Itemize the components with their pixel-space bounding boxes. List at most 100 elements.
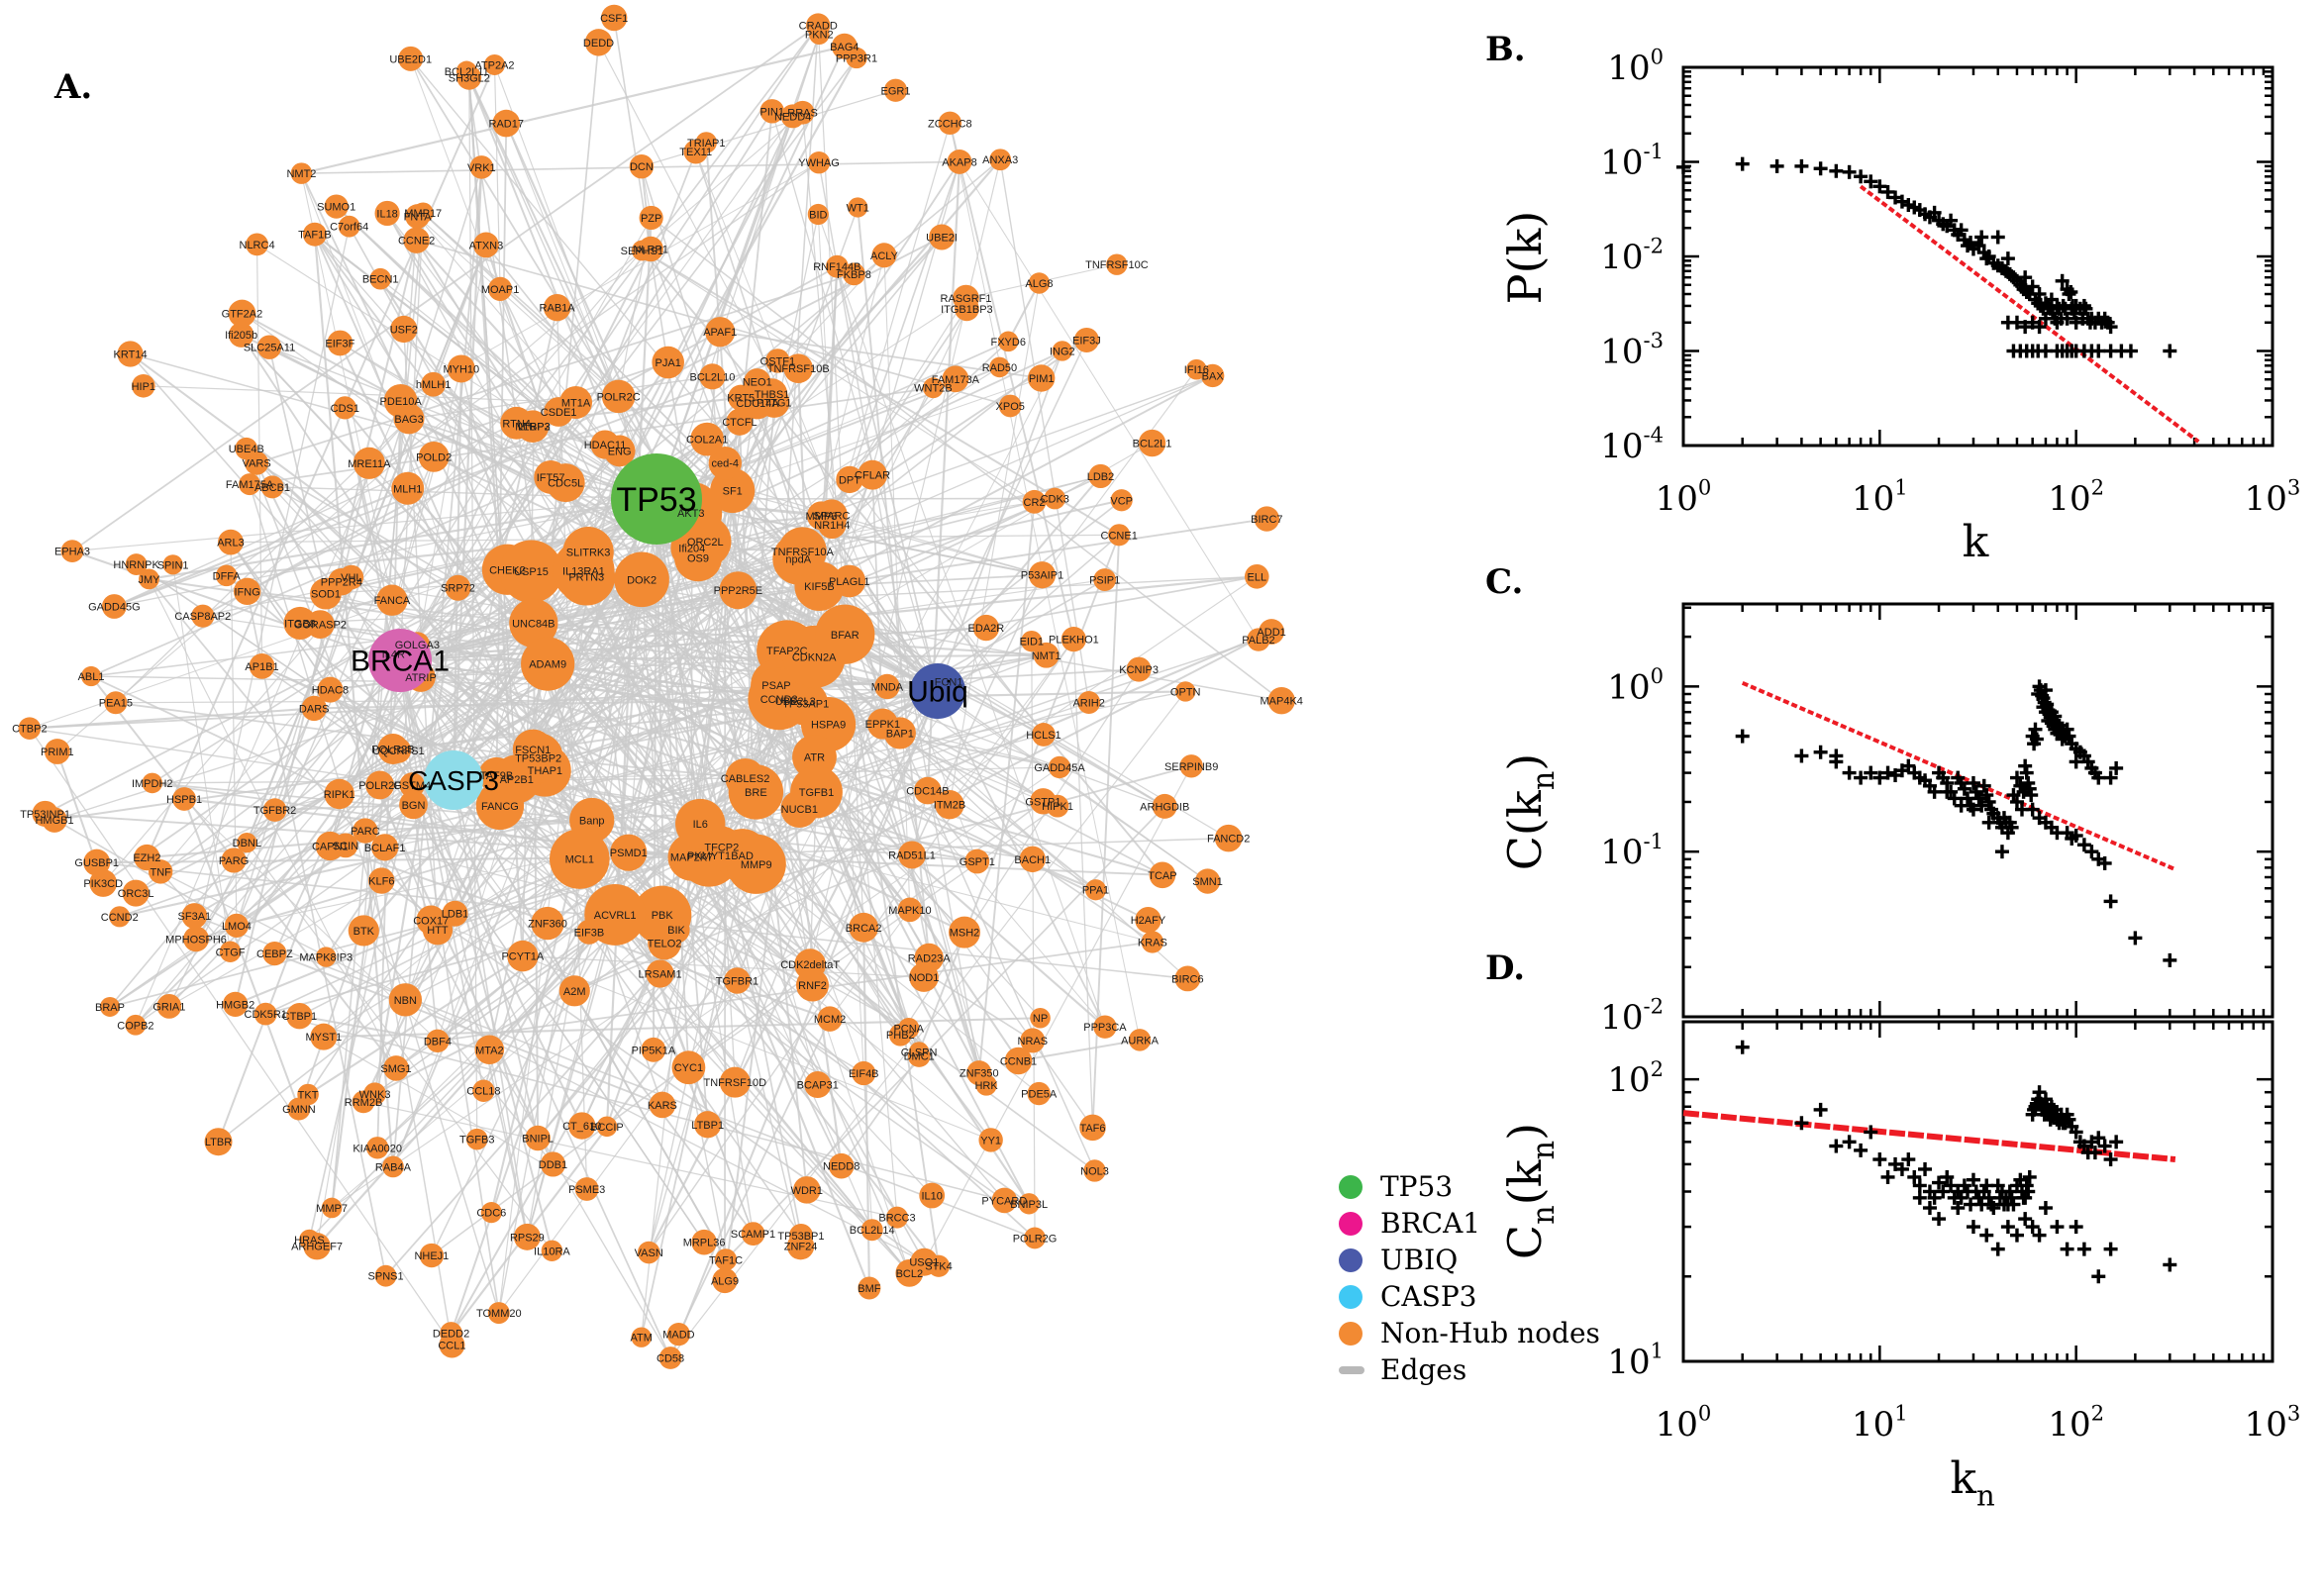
- panel-d-label: D.: [1485, 948, 1526, 988]
- network-node: [480, 1202, 502, 1224]
- network-node: [600, 4, 628, 32]
- network-node-label: YWHAG: [798, 157, 840, 169]
- network-node: [221, 848, 247, 873]
- network-node: [315, 831, 345, 861]
- network-node-label: CTBP1: [282, 1011, 317, 1023]
- network-edge: [399, 653, 1047, 661]
- network-node: [966, 1060, 992, 1086]
- network-node: [858, 1276, 881, 1300]
- network-node-label: TELO2: [648, 939, 682, 950]
- network-node: [1126, 656, 1152, 682]
- network-node: [639, 205, 663, 231]
- network-node: [260, 475, 284, 499]
- legend-item: TP53: [1339, 1168, 1600, 1205]
- network-node: [574, 1177, 599, 1201]
- network-node: [253, 1002, 277, 1026]
- network-node-label: CDC14A: [736, 398, 779, 410]
- network-node: [815, 604, 875, 664]
- network-edge: [532, 748, 910, 1030]
- network-node-label: POLR2C: [597, 391, 641, 403]
- network-node-label: USF2: [390, 324, 418, 336]
- network-node: [871, 243, 897, 268]
- x-tick-label: 100: [1656, 1401, 1712, 1445]
- x-tick-label: 103: [2245, 475, 2301, 519]
- network-edge: [268, 347, 657, 500]
- network-node-label: THAP1: [528, 765, 562, 777]
- network-node: [1030, 1007, 1051, 1029]
- network-node-label: PCNA: [893, 1024, 924, 1036]
- network-node-label: GADD45A: [1034, 762, 1085, 774]
- network-edge: [45, 813, 238, 927]
- network-edge: [656, 498, 710, 856]
- network-node: [534, 460, 568, 494]
- network-edge: [399, 659, 485, 1091]
- network-node-label: VARS: [243, 458, 271, 470]
- network-node: [938, 111, 962, 136]
- network-node-label: VHL: [341, 572, 361, 584]
- network-node-label: TFAP2C: [766, 646, 808, 657]
- network-node-label: CDC6: [476, 1208, 506, 1220]
- hub-node-ubiq: [910, 663, 965, 719]
- network-node: [44, 739, 70, 764]
- network-node-label: CDC5L: [548, 478, 583, 490]
- network-node-label: PHB2: [886, 1030, 915, 1042]
- network-node-label: CABLES2: [721, 773, 770, 785]
- network-node: [262, 798, 287, 822]
- network-node: [637, 1241, 660, 1264]
- network-node: [228, 299, 256, 328]
- network-node: [246, 233, 268, 256]
- network-node: [487, 1302, 510, 1325]
- network-node-label: ATRIP: [405, 672, 437, 684]
- network-node-label: ANXA3: [982, 154, 1018, 166]
- x-tick-label: 101: [1852, 1401, 1908, 1445]
- network-node: [719, 571, 758, 610]
- network-edge: [29, 707, 315, 730]
- network-node: [531, 906, 564, 941]
- network-node: [465, 1128, 488, 1150]
- network-node-label: MYH10: [443, 363, 479, 375]
- network-node-label: BRAP: [95, 1002, 125, 1014]
- network-edge: [881, 723, 931, 958]
- network-edge: [129, 352, 549, 665]
- network-node: [817, 1006, 843, 1032]
- network-node-label: SMG1: [380, 1063, 411, 1075]
- legend-item: UBIQ: [1339, 1242, 1600, 1278]
- network-node: [215, 564, 238, 587]
- legend-item-label: BRCA1: [1380, 1207, 1481, 1240]
- edge-swatch-icon: [1339, 1365, 1364, 1374]
- network-edge: [705, 142, 740, 591]
- y-tick-label: 10-2: [1600, 994, 1664, 1038]
- network-node-label: C7orf64: [330, 222, 368, 234]
- network-node: [691, 1229, 717, 1255]
- network-node: [377, 733, 409, 764]
- network-node-label: NLRP2: [515, 422, 550, 434]
- network-node: [383, 384, 418, 418]
- network-node-label: WNT2B: [914, 383, 953, 395]
- network-edge: [817, 214, 1106, 1028]
- network-node: [728, 764, 784, 820]
- network-node: [712, 1267, 738, 1294]
- network-node: [852, 1060, 876, 1086]
- network-node-label: HMGB1: [35, 815, 73, 827]
- network-node-label: RAD51L1: [888, 849, 936, 861]
- network-node-label: DBF4: [424, 1036, 452, 1047]
- network-node-label: COX17: [413, 915, 449, 927]
- network-node-label: BAP1: [886, 728, 914, 740]
- network-edge: [452, 368, 462, 781]
- network-node: [421, 371, 446, 397]
- network-legend: TP53 BRCA1 UBIQ CASP3 Non-Hub nodes Edges: [1339, 1168, 1600, 1388]
- network-edge: [246, 591, 387, 1276]
- network-node: [883, 78, 908, 102]
- network-node: [383, 1055, 409, 1081]
- network-edge: [399, 476, 552, 661]
- network-node: [874, 673, 900, 700]
- network-node: [1149, 861, 1176, 889]
- network-node-label: NEDD8: [823, 1161, 859, 1173]
- y-tick-label: 10-1: [1600, 139, 1664, 182]
- network-node: [695, 132, 717, 153]
- network-edge: [724, 700, 797, 1281]
- network-node: [631, 1327, 652, 1347]
- network-node: [1088, 463, 1113, 489]
